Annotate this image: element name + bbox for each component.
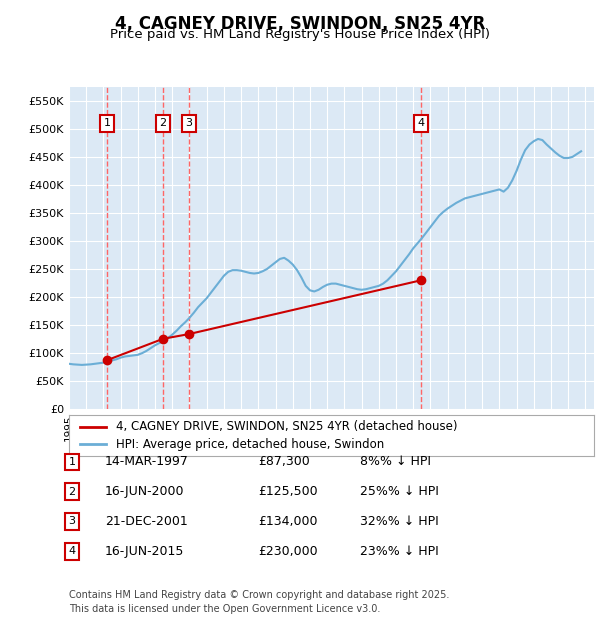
Text: 2: 2 [68, 487, 76, 497]
Text: 3: 3 [68, 516, 76, 526]
Text: £134,000: £134,000 [258, 515, 317, 528]
Text: 8%% ↓ HPI: 8%% ↓ HPI [360, 456, 431, 468]
Text: 4, CAGNEY DRIVE, SWINDON, SN25 4YR (detached house): 4, CAGNEY DRIVE, SWINDON, SN25 4YR (deta… [116, 420, 458, 433]
Text: 23%% ↓ HPI: 23%% ↓ HPI [360, 545, 439, 557]
Text: 32%% ↓ HPI: 32%% ↓ HPI [360, 515, 439, 528]
Text: 1: 1 [68, 457, 76, 467]
Text: Contains HM Land Registry data © Crown copyright and database right 2025.
This d: Contains HM Land Registry data © Crown c… [69, 590, 449, 614]
Text: HPI: Average price, detached house, Swindon: HPI: Average price, detached house, Swin… [116, 438, 385, 451]
Text: 21-DEC-2001: 21-DEC-2001 [105, 515, 188, 528]
Text: Price paid vs. HM Land Registry's House Price Index (HPI): Price paid vs. HM Land Registry's House … [110, 28, 490, 41]
Text: £87,300: £87,300 [258, 456, 310, 468]
Text: £230,000: £230,000 [258, 545, 317, 557]
Text: 1: 1 [103, 118, 110, 128]
Text: 16-JUN-2015: 16-JUN-2015 [105, 545, 184, 557]
Text: £125,500: £125,500 [258, 485, 317, 498]
Text: 4: 4 [418, 118, 425, 128]
Text: 16-JUN-2000: 16-JUN-2000 [105, 485, 185, 498]
Text: 4: 4 [68, 546, 76, 556]
Text: 3: 3 [185, 118, 193, 128]
Text: 14-MAR-1997: 14-MAR-1997 [105, 456, 189, 468]
Text: 25%% ↓ HPI: 25%% ↓ HPI [360, 485, 439, 498]
Text: 4, CAGNEY DRIVE, SWINDON, SN25 4YR: 4, CAGNEY DRIVE, SWINDON, SN25 4YR [115, 16, 485, 33]
Text: 2: 2 [160, 118, 167, 128]
